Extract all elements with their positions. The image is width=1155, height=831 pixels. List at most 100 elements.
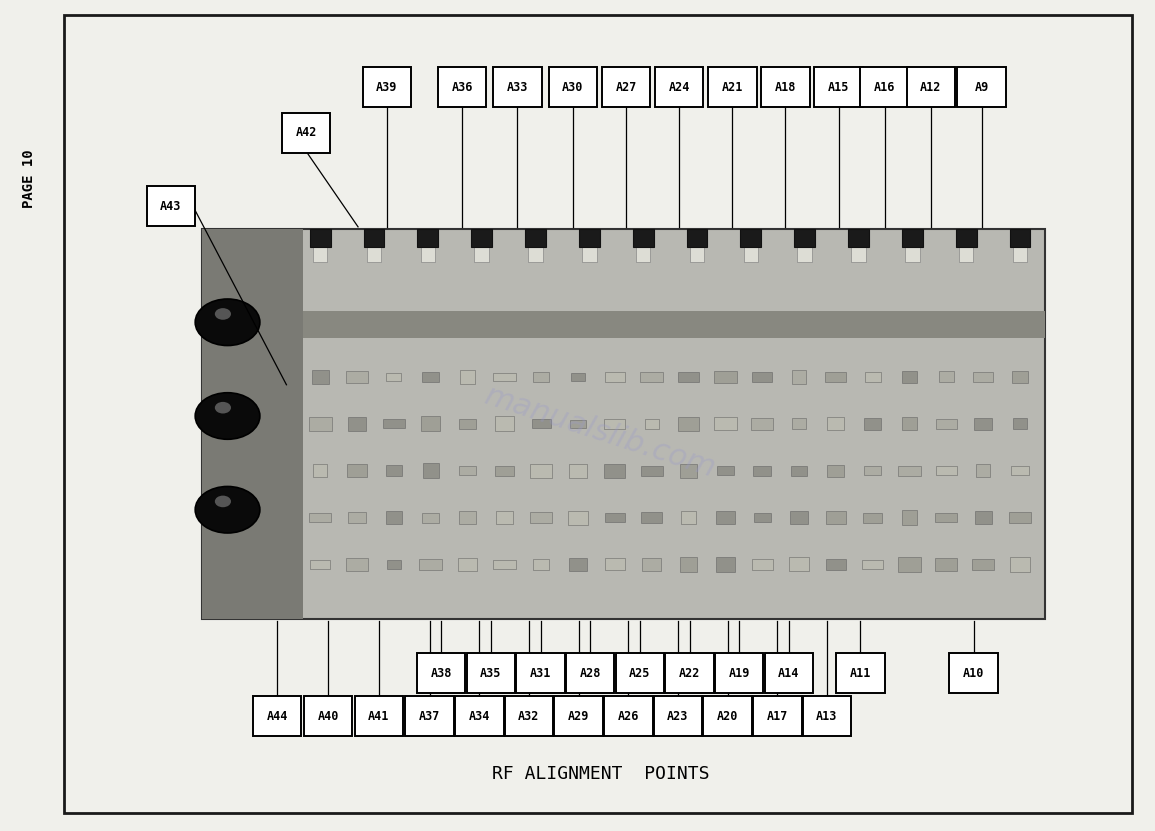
FancyBboxPatch shape — [495, 511, 513, 524]
FancyBboxPatch shape — [579, 229, 599, 247]
FancyBboxPatch shape — [382, 420, 405, 428]
FancyBboxPatch shape — [814, 67, 863, 107]
Text: A14: A14 — [778, 666, 799, 680]
FancyBboxPatch shape — [202, 311, 1045, 338]
Circle shape — [195, 393, 260, 440]
FancyBboxPatch shape — [461, 370, 475, 384]
FancyBboxPatch shape — [475, 243, 489, 262]
Text: A40: A40 — [318, 710, 338, 723]
FancyBboxPatch shape — [949, 653, 998, 693]
FancyBboxPatch shape — [753, 466, 772, 475]
Text: A9: A9 — [975, 81, 989, 94]
FancyBboxPatch shape — [633, 229, 654, 247]
FancyBboxPatch shape — [346, 371, 367, 383]
FancyBboxPatch shape — [616, 653, 664, 693]
FancyBboxPatch shape — [865, 372, 880, 382]
FancyBboxPatch shape — [386, 465, 402, 476]
FancyBboxPatch shape — [717, 466, 733, 475]
FancyBboxPatch shape — [493, 559, 516, 569]
Text: A38: A38 — [431, 666, 452, 680]
Text: A21: A21 — [722, 81, 743, 94]
FancyBboxPatch shape — [654, 696, 702, 736]
FancyBboxPatch shape — [641, 465, 663, 475]
FancyBboxPatch shape — [605, 558, 625, 570]
FancyBboxPatch shape — [864, 418, 881, 430]
Text: A29: A29 — [568, 710, 589, 723]
FancyBboxPatch shape — [1009, 229, 1030, 247]
FancyBboxPatch shape — [791, 419, 806, 429]
FancyBboxPatch shape — [716, 510, 735, 524]
FancyBboxPatch shape — [526, 229, 546, 247]
Text: PAGE 10: PAGE 10 — [22, 150, 36, 209]
FancyBboxPatch shape — [1013, 418, 1028, 430]
FancyBboxPatch shape — [459, 511, 476, 524]
FancyBboxPatch shape — [791, 465, 807, 475]
FancyBboxPatch shape — [423, 372, 439, 381]
FancyBboxPatch shape — [975, 511, 992, 524]
FancyBboxPatch shape — [147, 186, 195, 226]
FancyBboxPatch shape — [665, 653, 714, 693]
Text: A15: A15 — [828, 81, 849, 94]
Text: A37: A37 — [419, 710, 440, 723]
FancyBboxPatch shape — [974, 371, 993, 382]
FancyBboxPatch shape — [387, 560, 401, 569]
Text: A19: A19 — [729, 666, 750, 680]
FancyBboxPatch shape — [789, 558, 808, 572]
FancyBboxPatch shape — [422, 513, 439, 523]
Circle shape — [215, 308, 231, 320]
FancyBboxPatch shape — [936, 419, 956, 429]
FancyBboxPatch shape — [825, 371, 847, 382]
FancyBboxPatch shape — [715, 653, 763, 693]
Text: A17: A17 — [767, 710, 788, 723]
FancyBboxPatch shape — [202, 229, 304, 619]
FancyBboxPatch shape — [902, 229, 923, 247]
Text: A44: A44 — [267, 710, 288, 723]
FancyBboxPatch shape — [907, 67, 955, 107]
FancyBboxPatch shape — [460, 466, 476, 475]
FancyBboxPatch shape — [690, 243, 705, 262]
Text: A41: A41 — [368, 710, 389, 723]
FancyBboxPatch shape — [419, 559, 442, 569]
FancyBboxPatch shape — [754, 513, 770, 522]
FancyBboxPatch shape — [554, 696, 603, 736]
FancyBboxPatch shape — [417, 229, 438, 247]
FancyBboxPatch shape — [902, 371, 917, 383]
FancyBboxPatch shape — [744, 243, 758, 262]
FancyBboxPatch shape — [310, 513, 331, 523]
FancyBboxPatch shape — [571, 420, 586, 428]
Circle shape — [215, 402, 231, 414]
FancyBboxPatch shape — [528, 243, 543, 262]
FancyBboxPatch shape — [313, 465, 327, 477]
FancyBboxPatch shape — [680, 557, 696, 572]
FancyBboxPatch shape — [899, 557, 921, 572]
FancyBboxPatch shape — [505, 696, 553, 736]
FancyBboxPatch shape — [797, 243, 812, 262]
FancyBboxPatch shape — [974, 418, 992, 430]
FancyBboxPatch shape — [516, 653, 565, 693]
FancyBboxPatch shape — [253, 696, 301, 736]
FancyBboxPatch shape — [1013, 243, 1027, 262]
FancyBboxPatch shape — [761, 67, 810, 107]
Text: A36: A36 — [452, 81, 472, 94]
FancyBboxPatch shape — [386, 372, 402, 381]
Text: A16: A16 — [874, 81, 895, 94]
Text: A11: A11 — [850, 666, 871, 680]
FancyBboxPatch shape — [976, 465, 990, 477]
FancyBboxPatch shape — [863, 513, 882, 523]
FancyBboxPatch shape — [348, 465, 366, 477]
FancyBboxPatch shape — [355, 696, 403, 736]
FancyBboxPatch shape — [971, 558, 994, 570]
Text: A10: A10 — [963, 666, 984, 680]
Text: A33: A33 — [507, 81, 528, 94]
FancyBboxPatch shape — [423, 464, 439, 478]
FancyBboxPatch shape — [534, 559, 549, 570]
FancyBboxPatch shape — [753, 696, 802, 736]
Text: A27: A27 — [616, 81, 636, 94]
FancyBboxPatch shape — [906, 243, 919, 262]
FancyBboxPatch shape — [641, 512, 662, 523]
FancyBboxPatch shape — [604, 464, 626, 478]
Circle shape — [195, 299, 260, 346]
FancyBboxPatch shape — [346, 558, 367, 571]
FancyBboxPatch shape — [751, 418, 773, 430]
FancyBboxPatch shape — [936, 558, 957, 571]
